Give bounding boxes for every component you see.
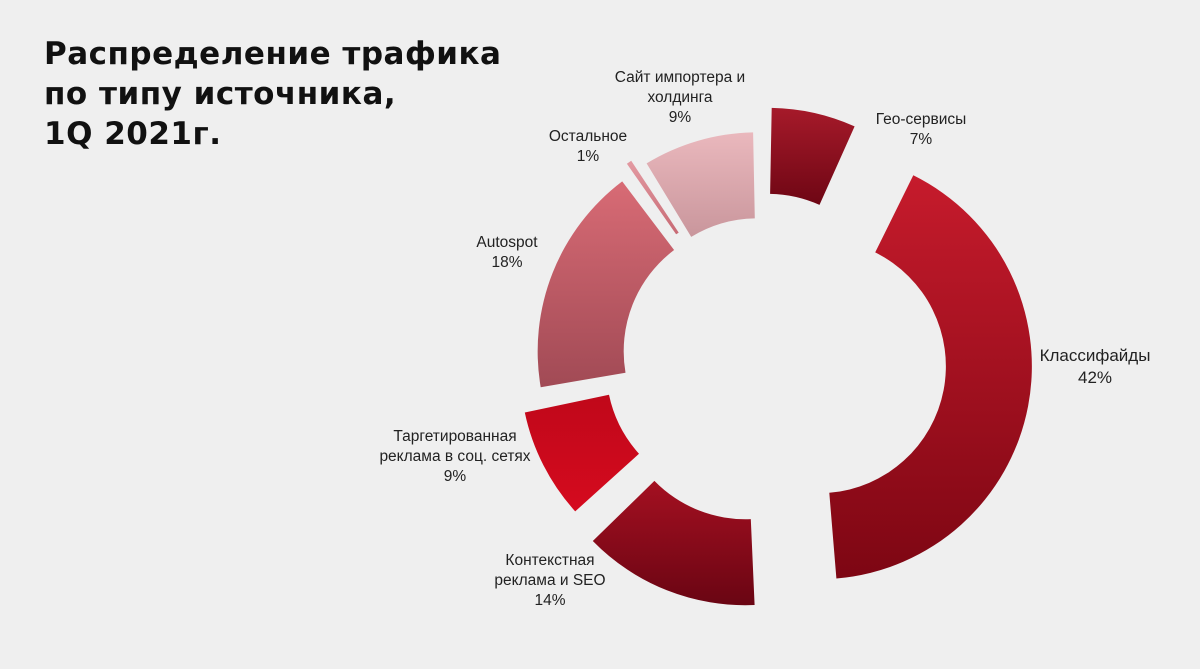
slice-name-label: Autospot — [476, 234, 538, 251]
slice-name-label: Остальное — [549, 128, 627, 145]
slice-label: Сайт импортера и холдинга 9% — [615, 69, 745, 126]
slice-value-label: 9% — [669, 109, 692, 126]
chart-title-line: Распределение трафика — [44, 36, 502, 72]
slice-name-label: реклама и SEO — [494, 572, 605, 589]
donut-slice — [770, 107, 855, 205]
slice-name-label: Сайт импортера и — [615, 69, 745, 86]
slice-name-label: Гео-сервисы — [876, 111, 967, 128]
donut-slice — [592, 480, 755, 606]
chart-title-line: по типу источника, — [44, 76, 397, 112]
chart-title-line: 1Q 2021г. — [44, 116, 222, 152]
slice-value-label: 42% — [1078, 368, 1112, 387]
donut-slice — [646, 132, 755, 237]
donut-slice — [537, 181, 675, 388]
donut-slice — [524, 394, 639, 512]
slice-value-label: 1% — [577, 148, 600, 165]
slice-name-label: реклама в соц. сетях — [379, 448, 530, 465]
slice-value-label: 18% — [491, 254, 522, 271]
slice-label: Autospot 18% — [476, 234, 538, 271]
slice-label: Гео-сервисы 7% — [876, 111, 967, 148]
chart-title: Распределение трафика по типу источника,… — [44, 34, 501, 154]
slice-name-label: Контекстная — [505, 552, 594, 569]
slice-name-label: холдинга — [647, 89, 712, 106]
slice-label: Классифайды 42% — [1040, 346, 1151, 387]
slice-label: Таргетированная реклама в соц. сетях 9% — [379, 428, 530, 485]
slice-value-label: 7% — [910, 131, 933, 148]
slice-label: Остальное 1% — [549, 128, 627, 165]
slice-value-label: 14% — [534, 592, 565, 609]
slice-label: Контекстная реклама и SEO 14% — [494, 552, 605, 609]
donut-slice — [829, 175, 1032, 579]
slice-name-label: Таргетированная — [393, 428, 516, 445]
slice-name-label: Классифайды — [1040, 346, 1151, 365]
donut-slice — [626, 160, 679, 235]
slice-value-label: 9% — [444, 468, 467, 485]
